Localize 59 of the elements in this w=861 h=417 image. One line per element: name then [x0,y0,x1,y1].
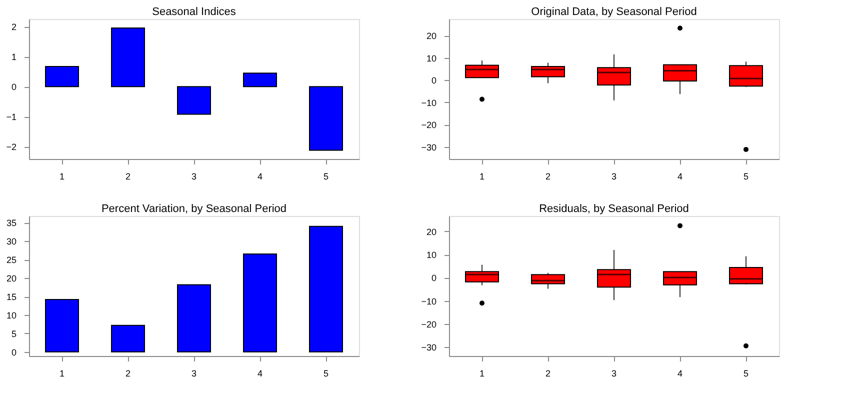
y-tick-label: −30 [421,142,436,152]
y-tick-label: 1 [11,52,16,62]
x-tick-label: 1 [479,172,485,182]
y-tick-label: 20 [6,274,16,284]
x-tick-label: 3 [191,368,197,378]
bar [45,298,79,352]
chart-title: Seasonal Indices [152,6,236,18]
bar [309,86,343,151]
y-tick-label: 0 [11,347,16,358]
x-tick-label: 3 [611,368,617,378]
x-tick-label: 2 [125,368,131,378]
bar [45,66,79,88]
y-tick-label: −20 [421,319,436,330]
bar [177,284,211,352]
x-tick-label: 5 [743,368,749,378]
x-tick-label: 3 [611,172,617,182]
y-tick-label: −1 [6,112,16,122]
x-tick-label: 4 [677,172,683,182]
bar [111,28,145,88]
bar [111,324,145,352]
x-tick-label: 1 [59,368,65,378]
chart-title: Original Data, by Seasonal Period [531,6,697,18]
x-tick-label: 1 [479,368,485,378]
x-tick-label: 4 [257,172,263,182]
x-tick-label: 5 [323,172,329,182]
y-tick-label: −30 [421,342,436,352]
bar [243,72,277,88]
x-tick-label: 5 [323,368,329,378]
y-tick-label: 10 [426,53,436,64]
y-tick-label: −2 [6,142,16,152]
x-tick-label: 5 [743,172,749,182]
y-tick-label: −10 [421,98,436,108]
x-tick-label: 4 [257,368,263,378]
y-tick-label: 30 [6,236,16,247]
bar [309,226,343,352]
bar [177,86,211,115]
y-tick-label: −10 [421,296,436,306]
x-tick-label: 3 [191,172,197,182]
bar [243,254,277,352]
x-tick-label: 2 [545,172,551,182]
chart-title: Residuals, by Seasonal Period [539,203,689,215]
y-tick-label: 0 [431,76,436,86]
x-tick-label: 2 [545,368,551,378]
y-tick-label: 0 [11,82,16,92]
y-tick-label: −20 [421,120,436,130]
y-tick-label: 5 [11,328,16,339]
x-tick-label: 2 [125,172,131,182]
y-tick-label: 20 [426,226,436,237]
y-tick-label: 35 [6,218,16,228]
y-tick-label: 25 [6,255,16,266]
y-tick-label: 0 [431,273,436,284]
y-tick-label: 2 [11,22,16,32]
chart-title: Percent Variation, by Seasonal Period [101,203,287,215]
y-tick-label: 15 [6,292,16,302]
y-tick-label: 20 [426,31,436,42]
y-tick-label: 10 [6,310,16,320]
y-tick-label: 10 [426,250,436,260]
x-tick-label: 1 [59,172,65,182]
x-tick-label: 4 [677,368,683,378]
